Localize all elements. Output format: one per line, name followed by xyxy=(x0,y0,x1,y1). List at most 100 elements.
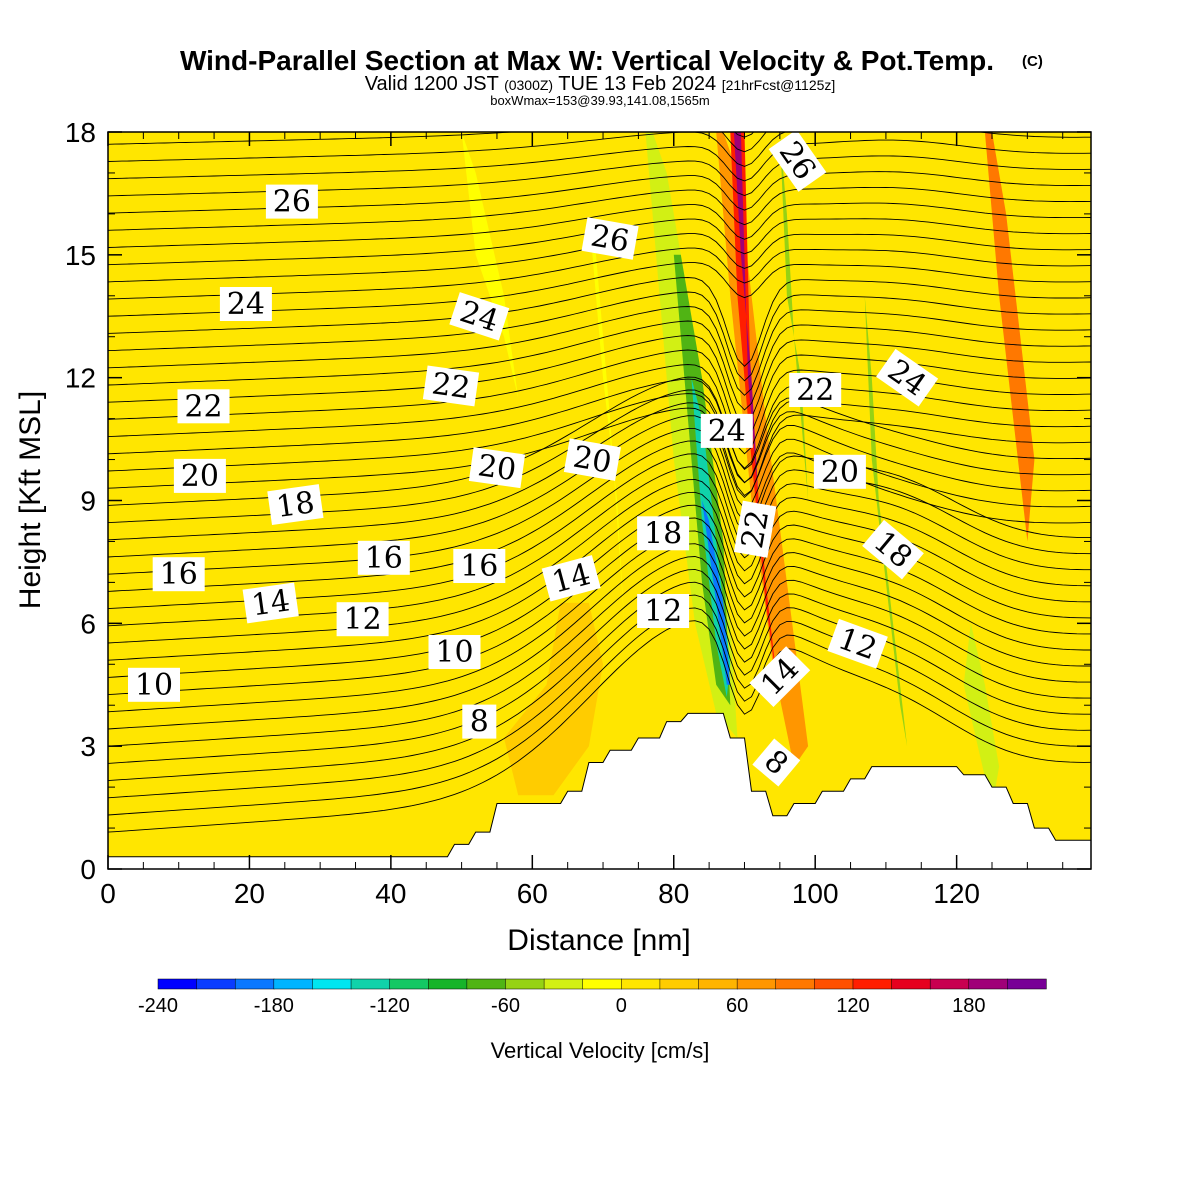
contour-label-box xyxy=(862,519,924,580)
colorbar-swatch xyxy=(157,978,198,990)
contour-label-text: 10 xyxy=(435,635,473,670)
contour-label-box xyxy=(422,365,480,407)
colorbar-swatch xyxy=(350,978,391,990)
contour-label-box xyxy=(336,602,389,637)
colorbar-swatch xyxy=(891,978,931,990)
theta-contour-line xyxy=(108,491,1091,661)
contour-label-box xyxy=(827,618,888,669)
colorbar-swatch xyxy=(1007,978,1047,990)
velocity-region-13 xyxy=(984,132,1035,542)
x-tick-label: 80 xyxy=(658,878,689,909)
colorbar-swatch xyxy=(466,978,507,990)
contour-label-box xyxy=(637,516,690,551)
contour-label-text: 20 xyxy=(476,448,519,488)
colorbar-tick-label: -240 xyxy=(138,995,178,1017)
theta-contour-line xyxy=(108,378,1091,469)
x-axis: 0 20 40 60 80 100 120 xyxy=(100,132,1064,909)
theta-contour-line xyxy=(108,132,1091,167)
x-tick-label: 100 xyxy=(792,878,839,909)
colorbar-swatch xyxy=(389,978,429,990)
contour-label-box xyxy=(581,217,639,260)
forecast-info: [21hrFcst@1125z] xyxy=(722,77,836,93)
colorbar-swatch xyxy=(929,978,970,990)
x-tick-label: 120 xyxy=(933,878,980,909)
contour-label-text: 8 xyxy=(470,705,489,740)
contour-label-box xyxy=(177,389,230,424)
colorbar-swatch xyxy=(852,978,893,990)
theta-contour-line xyxy=(108,291,1091,382)
x-tick-label: 60 xyxy=(517,878,548,909)
contour-label-0: 10 xyxy=(128,667,180,703)
colorbar-tick-label: -60 xyxy=(491,995,520,1017)
x-tick-label: 20 xyxy=(234,878,265,909)
contour-label-box xyxy=(449,292,510,341)
contour-label-text: 12 xyxy=(344,602,382,637)
contour-label-box xyxy=(700,413,753,448)
contour-label-box xyxy=(265,184,318,219)
colorbar-swatch xyxy=(196,978,236,990)
y-tick-label: 6 xyxy=(80,608,96,639)
theta-contour-line xyxy=(108,277,1091,367)
contour-label-17: 20 xyxy=(563,438,621,481)
contour-label-box xyxy=(733,500,777,558)
contour-label-box xyxy=(357,540,410,575)
contour-label-4: 10 xyxy=(428,635,481,670)
contour-label-box xyxy=(789,373,842,407)
theta-contour-line xyxy=(108,306,1091,396)
contour-label-text: 26 xyxy=(273,185,311,220)
contour-label-text: 10 xyxy=(135,668,173,703)
velocity-region-0 xyxy=(504,602,603,796)
contour-label-box xyxy=(428,635,481,669)
colorbar-swatch xyxy=(814,978,854,990)
contour-label-text: 22 xyxy=(735,507,776,551)
contour-label-box xyxy=(462,704,497,739)
y-axis: 0 3 6 9 12 15 18 xyxy=(65,117,1091,885)
theta-contour-line xyxy=(108,320,1091,411)
contour-label-22: 22 xyxy=(733,500,777,558)
colorbar-swatch xyxy=(582,978,622,990)
theta-contour-line xyxy=(108,407,1091,499)
contour-label-26: 22 xyxy=(789,373,842,408)
theta-contour-line xyxy=(108,620,1091,833)
contour-label-box xyxy=(749,646,811,708)
contour-label-21: 24 xyxy=(700,413,753,449)
contour-label-3: 12 xyxy=(336,602,389,637)
theta-contour-line xyxy=(108,132,767,153)
colorbar-swatch xyxy=(698,978,738,990)
contour-label-box xyxy=(563,438,621,481)
x-tick-label: 0 xyxy=(100,878,116,909)
contour-label-text: 22 xyxy=(796,373,834,408)
y-tick-label: 0 xyxy=(80,854,96,885)
contour-label-18: 22 xyxy=(422,365,480,407)
colorbar-tick-label: 180 xyxy=(952,995,985,1017)
colorbar-tick-label: 60 xyxy=(726,995,748,1017)
colorbar-tick-label: -120 xyxy=(370,995,410,1017)
contour-label-box xyxy=(752,738,801,787)
colorbar-swatch xyxy=(543,978,584,990)
chart-title: Wind-Parallel Section at Max W: Vertical… xyxy=(180,45,994,76)
theta-contour-line xyxy=(108,504,1091,678)
contour-label-15: 18 xyxy=(637,516,690,551)
contour-label-box xyxy=(876,348,939,407)
contour-label-12: 16 xyxy=(453,549,506,584)
colorbar-tick-label: -180 xyxy=(254,995,294,1017)
contour-label-box xyxy=(468,447,526,489)
theta-contour-line xyxy=(108,607,1091,816)
contour-label-box xyxy=(453,549,506,583)
colorbar-swatch xyxy=(428,978,468,990)
x-axis-title: Distance [nm] xyxy=(507,924,690,957)
contour-label-14: 12 xyxy=(637,594,690,629)
colorbar-swatch xyxy=(621,978,661,990)
contour-label-16: 20 xyxy=(468,447,526,489)
theta-contour-line xyxy=(108,556,1091,747)
theta-contour-line xyxy=(108,186,1091,231)
contour-label-text: 26 xyxy=(588,218,632,259)
y-tick-label: 9 xyxy=(80,486,96,517)
contour-label-5: 8 xyxy=(462,704,497,740)
colorbar-swatch xyxy=(736,978,777,990)
theta-contour-line xyxy=(108,139,1091,182)
theta-contour-line xyxy=(108,349,1091,440)
theta-contour-line xyxy=(108,202,1091,248)
contour-label-text: 16 xyxy=(365,541,403,576)
